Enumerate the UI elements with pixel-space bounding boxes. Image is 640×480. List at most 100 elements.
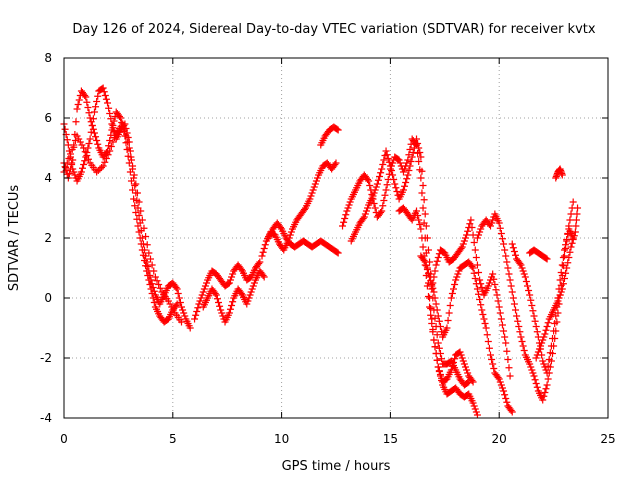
data-point xyxy=(541,330,549,338)
data-point xyxy=(495,303,503,311)
data-point xyxy=(224,280,232,288)
data-point xyxy=(433,356,441,364)
data-point xyxy=(212,291,220,299)
data-point xyxy=(488,219,496,227)
data-point xyxy=(458,243,466,251)
data-point xyxy=(544,375,552,383)
data-point xyxy=(309,186,317,194)
data-point xyxy=(557,269,565,276)
data-point xyxy=(426,303,434,311)
data-point xyxy=(502,395,510,402)
data-point xyxy=(125,144,133,152)
data-point xyxy=(470,269,478,277)
data-point xyxy=(512,251,520,259)
data-point xyxy=(497,230,505,237)
data-point xyxy=(493,291,501,299)
data-point xyxy=(535,345,543,353)
data-point xyxy=(181,312,189,320)
data-point xyxy=(70,141,78,149)
data-point xyxy=(537,342,545,350)
data-point xyxy=(386,162,394,170)
data-point xyxy=(243,300,251,308)
data-point xyxy=(83,98,91,106)
data-point xyxy=(93,137,101,144)
data-point xyxy=(528,302,536,309)
data-point xyxy=(364,204,372,212)
data-point xyxy=(507,407,515,414)
data-point xyxy=(458,354,466,362)
data-point xyxy=(256,258,264,266)
data-point xyxy=(558,171,566,179)
data-point xyxy=(468,377,476,384)
data-point xyxy=(63,159,71,167)
data-point xyxy=(481,320,489,327)
data-point xyxy=(346,198,354,206)
data-point xyxy=(494,374,502,381)
data-point xyxy=(468,263,476,270)
data-point xyxy=(379,202,387,210)
data-point xyxy=(395,156,403,164)
data-point xyxy=(374,176,382,184)
data-point xyxy=(380,156,388,164)
data-point xyxy=(370,189,378,197)
data-point xyxy=(460,360,468,368)
data-point xyxy=(81,157,89,165)
data-point xyxy=(138,216,146,224)
data-point xyxy=(435,367,443,375)
data-point xyxy=(518,338,526,345)
data-point xyxy=(277,224,285,231)
data-point xyxy=(492,286,500,294)
data-point xyxy=(427,305,435,312)
data-point xyxy=(86,135,94,143)
data-point xyxy=(214,299,222,306)
data-point xyxy=(560,275,568,282)
data-point xyxy=(420,196,428,204)
data-point xyxy=(502,252,510,260)
data-point xyxy=(484,282,492,290)
data-point xyxy=(432,300,440,308)
data-point xyxy=(259,272,267,279)
data-point xyxy=(554,297,562,305)
series-trace-b xyxy=(60,84,194,332)
data-point xyxy=(560,252,568,260)
data-point xyxy=(454,270,462,278)
data-point xyxy=(551,320,559,327)
data-point xyxy=(393,188,401,195)
data-point xyxy=(545,356,553,363)
data-point xyxy=(447,294,455,302)
data-point xyxy=(219,312,227,320)
data-point xyxy=(457,351,465,359)
data-point xyxy=(496,378,504,386)
data-point xyxy=(194,304,202,312)
data-point xyxy=(497,315,505,323)
data-point xyxy=(529,307,537,315)
data-point xyxy=(72,118,80,126)
data-point xyxy=(83,152,91,159)
data-point xyxy=(179,306,187,314)
series-trace-r xyxy=(552,165,566,182)
data-point xyxy=(519,267,527,275)
data-point xyxy=(569,198,577,206)
data-point xyxy=(539,357,547,365)
data-point xyxy=(120,126,128,134)
data-point xyxy=(390,176,398,183)
data-point xyxy=(71,137,79,144)
data-point xyxy=(126,147,134,155)
series-trace-d xyxy=(191,258,264,323)
data-point xyxy=(428,320,436,327)
data-point xyxy=(431,267,439,275)
data-point xyxy=(382,186,390,194)
data-point xyxy=(495,375,503,383)
y-tick-label: 4 xyxy=(44,171,52,185)
data-point xyxy=(473,285,481,293)
axes: 0 5 10 15 20 25 -4 -2 0 2 4 6 8 xyxy=(40,51,616,446)
data-point xyxy=(135,212,143,219)
data-point xyxy=(404,171,412,179)
data-point xyxy=(419,182,427,189)
data-point xyxy=(415,144,423,152)
chart-title: Day 126 of 2024, Sidereal Day-to-day VTE… xyxy=(72,22,595,37)
data-point xyxy=(94,167,102,174)
data-point xyxy=(520,347,528,354)
data-point xyxy=(543,255,551,263)
data-point xyxy=(522,278,530,285)
